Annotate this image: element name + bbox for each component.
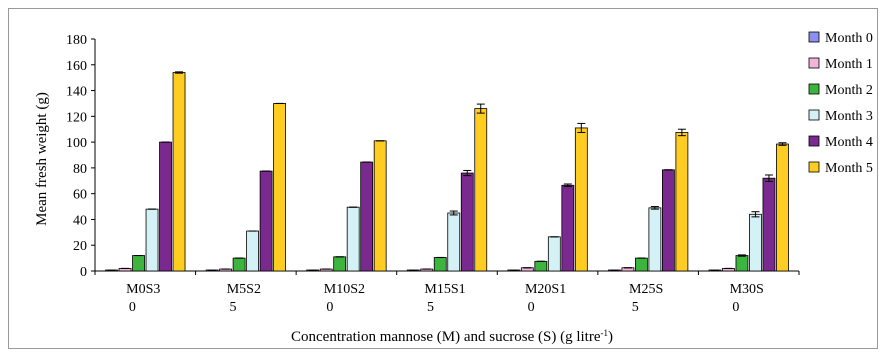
bar <box>561 184 575 272</box>
legend: Month 0 Month 1 Month 2 Month 3 Month 4 Month… <box>808 31 873 176</box>
bar <box>447 212 461 272</box>
chart: 0 20 40 60 80 100 120 140 160 180 M0S3 0 M5S2 5 M10S2 0… <box>34 31 873 345</box>
legend-swatch <box>808 135 820 147</box>
x-category-label: M30S <box>730 282 764 297</box>
y-tick-label: 40 <box>73 213 87 228</box>
bar <box>360 161 374 272</box>
bar <box>534 260 548 272</box>
bar <box>474 108 488 272</box>
bar <box>776 143 789 272</box>
x-category-label-line2: 5 <box>632 300 639 315</box>
x-axis-title-suffix: ) <box>608 329 613 345</box>
legend-label: Month 1 <box>825 57 873 72</box>
bar <box>675 132 689 272</box>
x-category-label-line2: 0 <box>326 300 333 315</box>
bar <box>373 140 387 272</box>
x-category-label-line2: 0 <box>129 300 136 315</box>
y-tick-label: 100 <box>66 136 87 151</box>
bar <box>232 257 246 272</box>
x-axis-title: Concentration mannose (M) and sucrose (S… <box>291 328 613 345</box>
bar <box>433 257 447 272</box>
chart-frame: 0 20 40 60 80 100 120 140 160 180 M0S3 0 M5S2 5 M10S2 0… <box>8 8 878 349</box>
y-tick-label: 60 <box>73 188 87 203</box>
bar <box>246 230 260 272</box>
bar <box>735 255 749 272</box>
legend-swatch <box>808 31 820 43</box>
legend-label: Month 0 <box>825 31 873 46</box>
y-tick-label: 120 <box>66 110 87 125</box>
y-tick-label: 80 <box>73 162 87 177</box>
x-category-label-line2: 0 <box>732 300 739 315</box>
x-category-label: M10S2 <box>324 282 365 297</box>
x-category-label-line2: 0 <box>528 300 535 315</box>
bar <box>346 206 360 272</box>
legend-label: Month 5 <box>825 161 873 176</box>
x-category-label-line2: 5 <box>427 300 434 315</box>
bar <box>749 213 762 272</box>
y-tick-label: 180 <box>66 33 87 48</box>
x-category-label: M0S3 <box>126 282 160 297</box>
x-category-label: M15S1 <box>424 282 465 297</box>
bar <box>574 127 588 272</box>
legend-swatch <box>808 109 820 121</box>
legend-label: Month 4 <box>825 135 873 150</box>
y-tick-label: 140 <box>66 85 87 100</box>
legend-swatch <box>808 57 820 69</box>
bar <box>661 169 675 272</box>
y-tick-label: 20 <box>73 239 87 254</box>
bar <box>762 177 776 272</box>
bar <box>132 255 145 272</box>
x-axis-title-main: Concentration mannose (M) and sucrose (S… <box>291 329 601 345</box>
bar <box>460 172 474 272</box>
plot-area: 0 20 40 60 80 100 120 140 160 180 M0S3 0 M5S2 5 M10S2 0… <box>66 33 800 315</box>
y-axis-title: Mean fresh weight (g) <box>34 92 50 226</box>
bar <box>273 103 287 272</box>
legend-swatch <box>808 83 820 95</box>
legend-swatch <box>808 161 820 173</box>
bar <box>547 236 561 272</box>
y-tick-label: 0 <box>80 265 87 280</box>
bar <box>172 72 186 272</box>
bar <box>259 170 273 272</box>
x-category-label-line2: 5 <box>229 300 236 315</box>
bar <box>333 256 347 272</box>
y-tick-label: 160 <box>66 59 87 74</box>
bar <box>145 208 159 272</box>
x-axis-title-superscript: -1 <box>601 328 609 338</box>
bar <box>634 257 648 272</box>
bar <box>159 141 172 272</box>
legend-label: Month 3 <box>825 109 873 124</box>
legend-label: Month 2 <box>825 83 873 98</box>
x-category-label: M20S1 <box>525 282 566 297</box>
x-category-label: M5S2 <box>227 282 261 297</box>
bar <box>648 207 662 272</box>
x-category-label: M25S <box>629 282 663 297</box>
